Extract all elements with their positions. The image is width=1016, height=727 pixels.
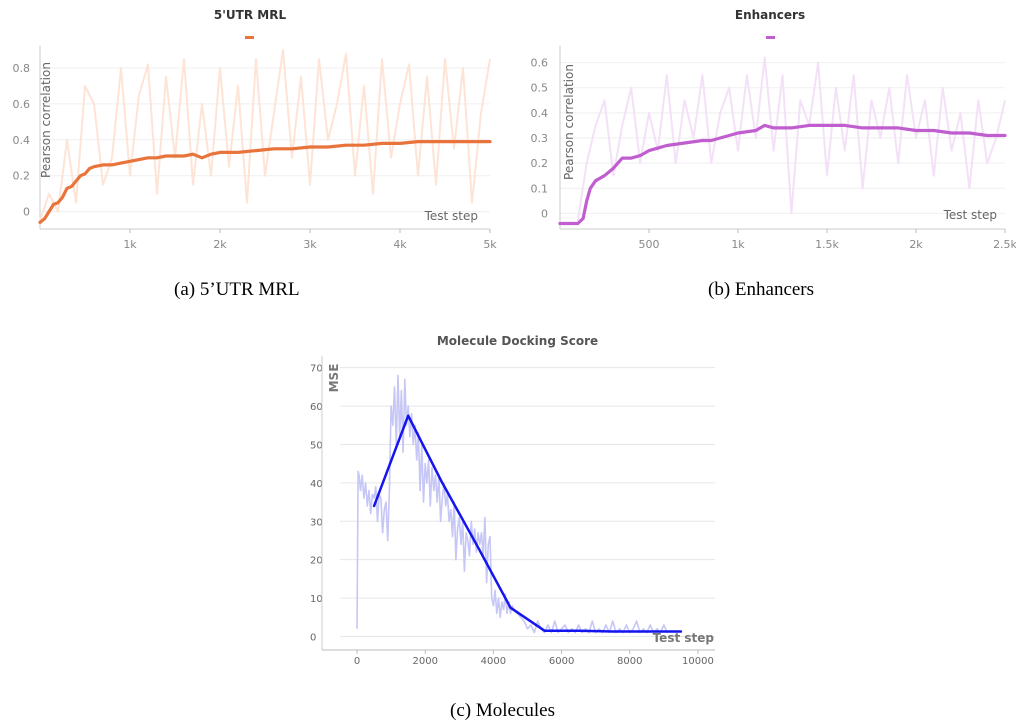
x-tick-label-enhancers: 500: [639, 238, 660, 251]
y-tick-label-molecules: 30: [310, 517, 323, 528]
chart-enhancers: 0 0.1 0.2 0.3 0.4 0.5 0.6 500 1k 1.5k 2k 2.5k Pearso…: [531, 46, 1016, 251]
x-tick-label-enhancers: 1k: [731, 238, 745, 251]
y-tick-label-utr: 0.2: [13, 170, 31, 183]
y-axis-label-enhancers: Pearson correlation: [562, 64, 576, 180]
x-tick-label-enhancers: 2k: [909, 238, 923, 251]
chart-title-molecules: Molecule Docking Score: [436, 334, 599, 348]
y-tick-label-enhancers: 0.2: [531, 157, 549, 170]
chart-title-enhancers: Enhancers: [734, 8, 806, 22]
x-tick-label-molecules: 2000: [413, 656, 438, 667]
y-tick-label-enhancers: 0.1: [531, 182, 549, 195]
x-tick-label-molecules: 10000: [682, 656, 714, 667]
y-axis-label-utr: Pearson correlation: [39, 62, 53, 178]
y-tick-label-utr: 0.8: [13, 62, 31, 75]
y-tick-label-molecules: 0: [310, 632, 316, 643]
x-tick-label-utr: 2k: [213, 238, 227, 251]
x-tick-label-utr: 3k: [303, 238, 317, 251]
y-tick-label-utr: 0: [23, 206, 30, 219]
x-tick-label-utr: 5k: [483, 238, 497, 251]
chart-title-utr: 5'UTR MRL: [213, 8, 287, 22]
y-tick-label-enhancers: 0.4: [531, 107, 549, 120]
x-tick-label-molecules: 6000: [549, 656, 574, 667]
caption-utr: (a) 5’UTR MRL: [174, 279, 300, 300]
x-axis-label-utr: Test step: [424, 209, 478, 223]
y-tick-label-enhancers: 0.5: [531, 82, 549, 95]
x-axis-label-molecules: Test step: [653, 631, 715, 645]
y-tick-label-enhancers: 0.6: [531, 57, 549, 70]
y-tick-label-enhancers: 0.3: [531, 132, 549, 145]
x-axis-label-enhancers: Test step: [943, 208, 997, 222]
x-tick-label-molecules: 8000: [617, 656, 642, 667]
y-tick-label-molecules: 60: [310, 402, 323, 413]
caption-enhancers: (b) Enhancers: [708, 279, 815, 300]
smoothed-series-line-enhancers: [558, 123, 1007, 226]
raw-series-line-utr: [39, 49, 491, 221]
y-tick-label-utr: 0.6: [13, 98, 31, 111]
caption-molecules: (c) Molecules: [450, 700, 555, 721]
y-tick-label-molecules: 20: [310, 556, 323, 567]
smoothed-series-line-utr: [38, 139, 492, 224]
raw-series-line-molecules: [356, 374, 672, 634]
legend-swatch-utr: [245, 36, 254, 39]
x-tick-label-enhancers: 1.5k: [815, 238, 839, 251]
x-tick-label-molecules: 0: [354, 656, 360, 667]
legend-swatch-enhancers: [766, 36, 775, 39]
x-tick-label-utr: 1k: [123, 238, 137, 251]
y-tick-label-enhancers: 0: [541, 207, 548, 220]
smoothed-series-line-molecules: [372, 414, 683, 633]
x-tick-label-molecules: 4000: [481, 656, 506, 667]
y-tick-label-molecules: 50: [310, 440, 323, 451]
chart-molecules: 0 10 20 30 40 50 60 70 0 2000 4000 6000 8000 10000 MSE…: [310, 356, 715, 667]
y-tick-label-molecules: 40: [310, 479, 323, 490]
y-tick-label-utr: 0.4: [13, 134, 31, 147]
y-tick-label-molecules: 70: [310, 364, 323, 375]
y-tick-label-molecules: 10: [310, 594, 323, 605]
y-axis-label-molecules: MSE: [327, 364, 341, 393]
x-tick-label-utr: 4k: [393, 238, 407, 251]
raw-series-line-enhancers: [576, 56, 1006, 222]
x-tick-label-enhancers: 2.5k: [993, 238, 1016, 251]
chart-utr: 0 0.2 0.4 0.6 0.8 1k 2k 3k 4k 5k Pearson correlati…: [13, 46, 497, 251]
